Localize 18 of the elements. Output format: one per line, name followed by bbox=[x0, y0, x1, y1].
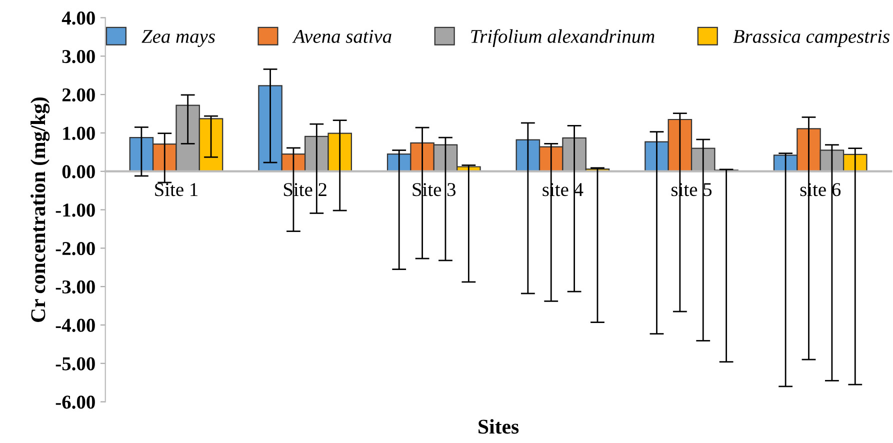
y-axis-title: Cr concentration (mg/kg) bbox=[30, 97, 50, 322]
y-tick-label: -1.00 bbox=[56, 204, 95, 217]
x-axis-title: Sites bbox=[478, 419, 519, 434]
legend-label: Trifolium alexandrinum bbox=[471, 29, 654, 47]
y-tick-label: -6.00 bbox=[56, 396, 95, 409]
y-tick-label: -5.00 bbox=[56, 357, 95, 370]
legend-label: Zea mays bbox=[142, 30, 215, 47]
y-tick-label: -3.00 bbox=[56, 280, 95, 294]
y-tick-label: 1.00 bbox=[63, 126, 95, 140]
legend-label: Avena sativa bbox=[292, 30, 392, 44]
y-tick-label: 0.00 bbox=[62, 165, 95, 178]
y-tick-label: 4.00 bbox=[62, 12, 95, 25]
y-tick-label: 3.00 bbox=[62, 50, 95, 64]
legend-label: Brassica campestris bbox=[733, 30, 890, 47]
y-tick-label: -4.00 bbox=[56, 318, 95, 332]
y-tick-label: 2.00 bbox=[62, 88, 95, 102]
x-tick-label: Site 1 bbox=[155, 183, 198, 196]
y-tick-label: -2.00 bbox=[56, 242, 95, 256]
